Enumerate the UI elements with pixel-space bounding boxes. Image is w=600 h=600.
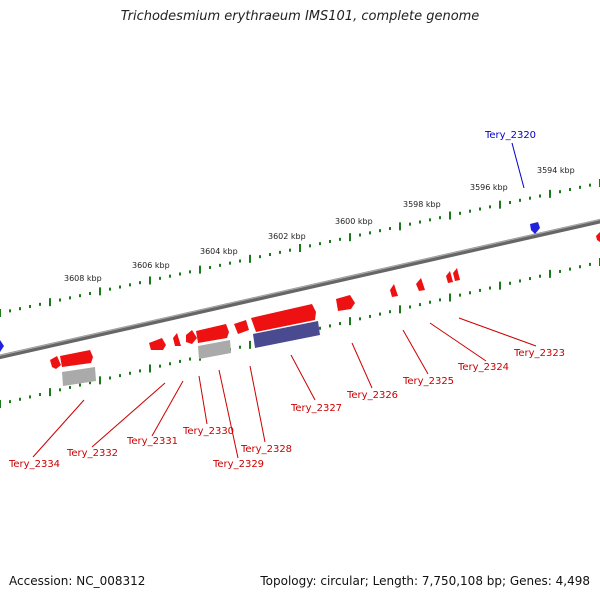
scale-label-3602: 3602 kbp xyxy=(268,232,306,241)
gene-feature-right-edge[interactable] xyxy=(596,232,600,242)
gene-feature-tery-2320[interactable] xyxy=(530,222,540,234)
gene-label-tery-2325[interactable]: Tery_2325 xyxy=(402,376,454,387)
gene-label-tery-2329[interactable]: Tery_2329 xyxy=(212,459,264,470)
accession-text: Accession: NC_008312 xyxy=(9,574,146,588)
scale-label-3608: 3608 kbp xyxy=(64,274,102,283)
gene-label-tery-2327[interactable]: Tery_2327 xyxy=(290,403,342,414)
scale-label-3594: 3594 kbp xyxy=(537,166,575,175)
scale-label-3604: 3604 kbp xyxy=(200,247,238,256)
gene-feature-tery-2334[interactable] xyxy=(60,350,93,367)
genome-title: Trichodesmium erythraeum IMS101, complet… xyxy=(120,9,480,24)
gene-feature-tery-2327[interactable] xyxy=(251,304,316,332)
gene-label-tery-2330[interactable]: Tery_2330 xyxy=(182,426,234,437)
gene-feature-tery-2329[interactable] xyxy=(196,324,229,343)
pseudo-bar-tery-2329 xyxy=(198,340,231,359)
scale-label-3600: 3600 kbp xyxy=(335,217,373,226)
gene-feature-tery-2326[interactable] xyxy=(336,295,355,311)
scale-label-3598: 3598 kbp xyxy=(403,200,441,209)
gene-label-tery-2332[interactable]: Tery_2332 xyxy=(66,448,118,459)
gene-feature-left-blue[interactable] xyxy=(0,340,4,352)
gene-label-tery-2328[interactable]: Tery_2328 xyxy=(240,444,292,455)
gene-label-tery-2334[interactable]: Tery_2334 xyxy=(8,459,60,470)
gene-feature-tery-2323b[interactable] xyxy=(446,271,453,283)
genome-summary-text: Topology: circular; Length: 7,750,108 bp… xyxy=(260,574,590,588)
gene-label-tery-2331[interactable]: Tery_2331 xyxy=(126,436,178,447)
pseudo-bar-tery-2334 xyxy=(62,367,96,386)
leader-lines xyxy=(32,142,537,459)
gene-label-tery-2323[interactable]: Tery_2323 xyxy=(513,348,565,359)
gene-label-tery-2320[interactable]: Tery_2320 xyxy=(484,130,536,141)
gene-features xyxy=(0,222,600,369)
gene-feature-tery-2332[interactable] xyxy=(149,338,166,350)
gene-feature-tery-2324[interactable] xyxy=(416,278,425,291)
scale-label-3606: 3606 kbp xyxy=(132,261,170,270)
gene-feature-tery-2325[interactable] xyxy=(390,284,398,297)
gene-feature-tery-2331[interactable] xyxy=(173,333,181,346)
gene-feature-tery-2330[interactable] xyxy=(186,330,197,344)
genome-backbone xyxy=(0,218,600,360)
scale-label-3596: 3596 kbp xyxy=(470,183,508,192)
gene-feature-tery-2328[interactable] xyxy=(234,320,249,334)
genome-backbone-highlight xyxy=(0,219,600,356)
gene-label-tery-2324[interactable]: Tery_2324 xyxy=(457,362,509,373)
gene-feature-left[interactable] xyxy=(50,356,61,369)
gene-feature-tery-2323[interactable] xyxy=(453,268,460,281)
outer-scale-track xyxy=(0,179,600,317)
gene-label-tery-2326[interactable]: Tery_2326 xyxy=(346,390,398,401)
protein-bar-tery-2327 xyxy=(253,321,320,348)
